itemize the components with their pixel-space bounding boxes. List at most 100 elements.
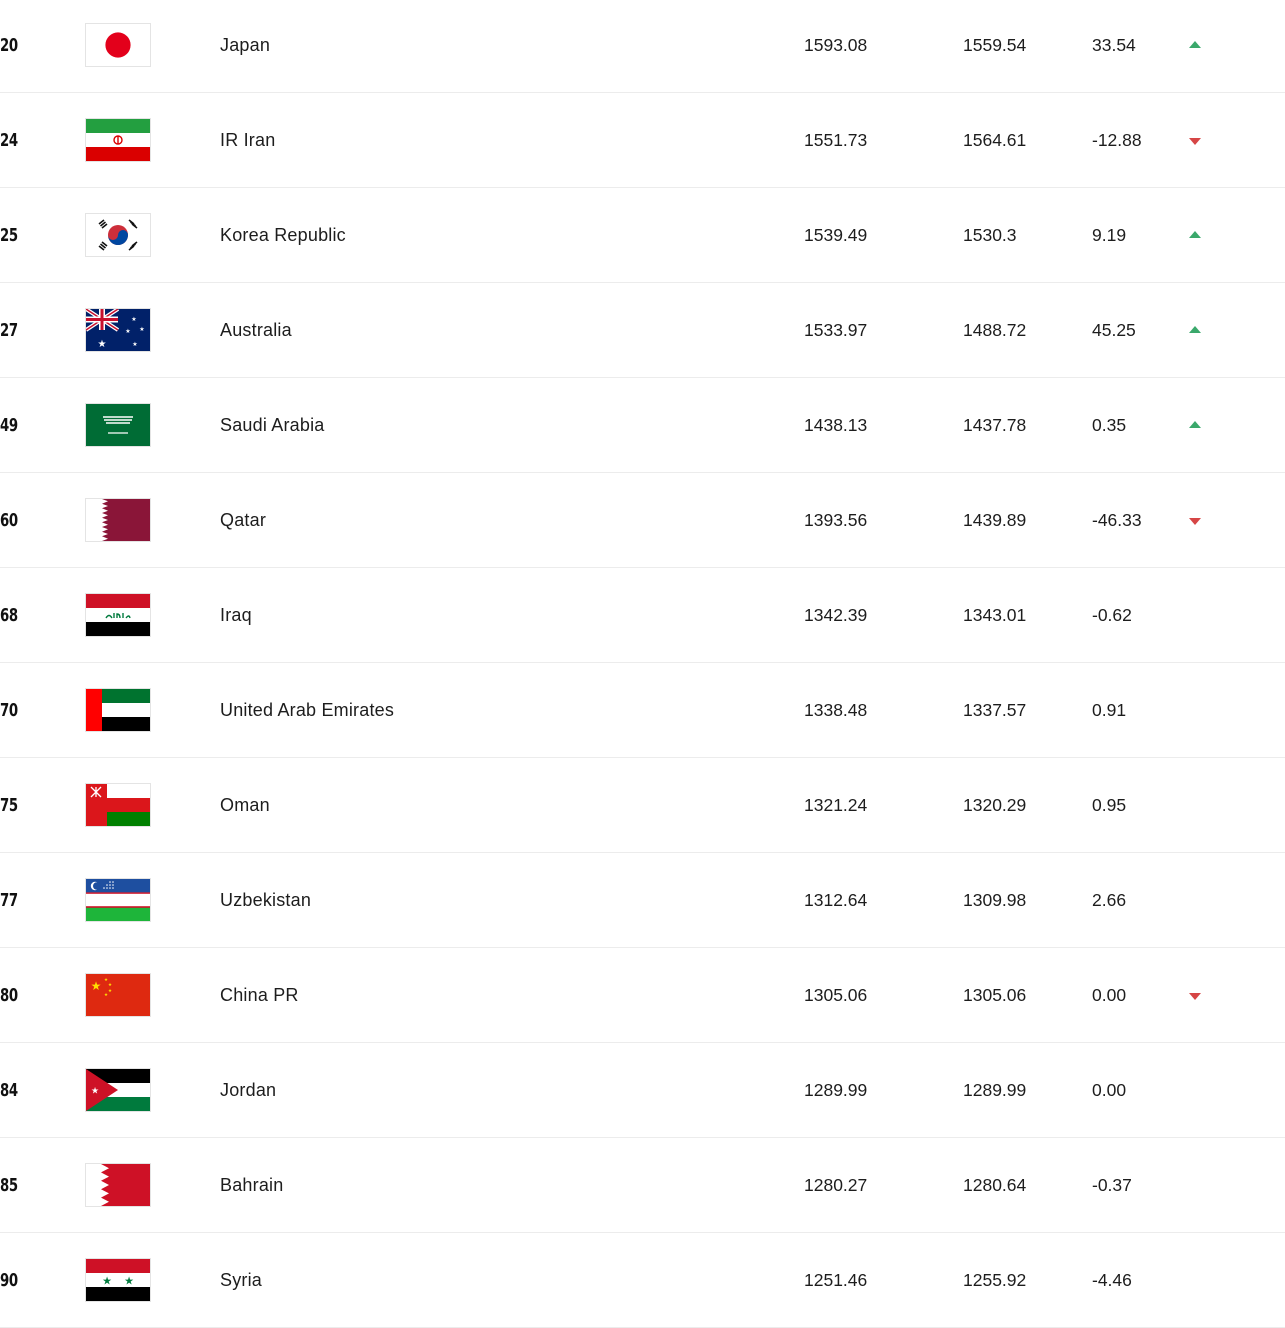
team-name[interactable]: IR Iran [220,130,276,150]
previous-points: 1488.72 [963,320,1027,340]
table-row[interactable]: 77 Uzbekistan 1312.64 1309.98 2.66 [0,853,1285,948]
points-change: 0.95 [1092,795,1127,815]
team-name[interactable]: Syria [220,1270,263,1290]
team-name[interactable]: Korea Republic [220,225,346,245]
points-change: 0.35 [1092,415,1127,435]
trend-down-icon [1189,518,1201,525]
trend-down-icon [1189,138,1201,145]
trend-down-icon [1189,993,1201,1000]
points-change: 2.66 [1092,890,1127,910]
previous-points: 1343.01 [963,605,1027,625]
svg-text:★: ★ [104,977,108,983]
table-row[interactable]: 20 Japan 1593.08 1559.54 33.54 [0,0,1285,93]
table-row[interactable]: 49 Saudi Arabia 1438.13 1437.78 0.35 [0,378,1285,473]
rank: 68 [0,605,18,626]
team-name[interactable]: Japan [220,35,271,55]
rank: 75 [0,795,18,816]
team-name[interactable]: Australia [220,320,292,340]
total-points: 1539.49 [804,225,868,245]
uae-flag-icon [86,689,150,731]
table-row[interactable]: 75 Oman 1321.24 1320.29 0.95 [0,758,1285,853]
table-row[interactable]: 90 ★ ★ Syria 1251.46 1255.92 -4.46 [0,1233,1285,1328]
previous-points: 1305.06 [963,985,1027,1005]
svg-text:★: ★ [98,339,107,350]
total-points: 1533.97 [804,320,868,340]
table-row[interactable]: 85 Bahrain 1280.27 1280.64 -0.37 [0,1138,1285,1233]
total-points: 1342.39 [804,605,868,625]
korea-flag-icon [86,214,150,256]
total-points: 1338.48 [804,700,868,720]
team-name[interactable]: China PR [220,985,299,1005]
total-points: 1321.24 [804,795,868,815]
points-change: 0.00 [1092,1080,1127,1100]
team-name[interactable]: Iraq [220,605,252,625]
rank: 90 [0,1270,18,1291]
points-change: -4.46 [1092,1270,1132,1290]
total-points: 1280.27 [804,1175,868,1195]
team-name[interactable]: Bahrain [220,1175,284,1195]
team-name[interactable]: United Arab Emirates [220,700,395,720]
syria-flag-icon: ★ ★ [86,1259,150,1301]
bahrain-flag-icon [86,1164,150,1206]
china-flag-icon: ★ ★ ★ ★ ★ [86,974,150,1016]
trend-up-icon [1189,231,1201,238]
team-name[interactable]: Oman [220,795,270,815]
points-change: 0.91 [1092,700,1127,720]
uzbekistan-flag-icon [86,879,150,921]
rank: 77 [0,890,18,911]
rank: 49 [0,415,18,436]
rank: 27 [0,320,18,341]
total-points: 1289.99 [804,1080,868,1100]
rank: 85 [0,1175,18,1196]
svg-text:★: ★ [139,326,144,333]
rank: 70 [0,700,18,721]
table-row[interactable]: 60 Qatar 1393.56 1439.89 -46.33 [0,473,1285,568]
previous-points: 1564.61 [963,130,1027,150]
table-row[interactable]: 80 ★ ★ ★ ★ ★ China PR 1305.06 1305.06 0.00 [0,948,1285,1043]
svg-text:★: ★ [108,988,112,994]
total-points: 1551.73 [804,130,868,150]
svg-text:★: ★ [102,1275,112,1288]
trend-up-icon [1189,326,1201,333]
previous-points: 1320.29 [963,795,1027,815]
qatar-flag-icon [86,499,150,541]
total-points: 1393.56 [804,510,868,530]
svg-text:★: ★ [108,982,112,988]
table-row[interactable]: 84 ★ Jordan 1289.99 1289.99 0.00 [0,1043,1285,1138]
japan-flag-icon [86,24,150,66]
previous-points: 1530.3 [963,225,1017,245]
svg-text:★: ★ [91,979,102,993]
team-name[interactable]: Saudi Arabia [220,415,325,435]
points-change: 9.19 [1092,225,1127,245]
rank: 84 [0,1080,18,1101]
rank: 60 [0,510,18,531]
points-change: 0.00 [1092,985,1127,1005]
previous-points: 1337.57 [963,700,1027,720]
points-change: -12.88 [1092,130,1142,150]
previous-points: 1559.54 [963,35,1027,55]
svg-text:★: ★ [125,328,130,335]
points-change: -0.62 [1092,605,1132,625]
team-name[interactable]: Qatar [220,510,267,530]
rank: 25 [0,225,18,246]
points-change: 33.54 [1092,35,1136,55]
total-points: 1593.08 [804,35,868,55]
table-row[interactable]: 27 ★ ★ ★ ★ ★ Australia 1533.97 1488.72 45.25 [0,283,1285,378]
svg-text:★: ★ [91,1087,99,1097]
table-row[interactable]: 68 Iraq 1342.39 1343.01 -0.62 [0,568,1285,663]
iran-flag-icon [86,119,150,161]
table-row[interactable]: 25 Korea Republic 1539.49 1530.3 9.19 [0,188,1285,283]
rank: 24 [0,130,18,151]
team-name[interactable]: Jordan [220,1080,277,1100]
oman-flag-icon [86,784,150,826]
table-row[interactable]: 70 United Arab Emirates 1338.48 1337.57 … [0,663,1285,758]
previous-points: 1309.98 [963,890,1027,910]
trend-up-icon [1189,421,1201,428]
points-change: 45.25 [1092,320,1136,340]
previous-points: 1255.92 [963,1270,1027,1290]
table-row[interactable]: 24 IR Iran 1551.73 1564.61 -12.88 [0,93,1285,188]
previous-points: 1280.64 [963,1175,1027,1195]
team-name[interactable]: Uzbekistan [220,890,312,910]
points-change: -46.33 [1092,510,1142,530]
